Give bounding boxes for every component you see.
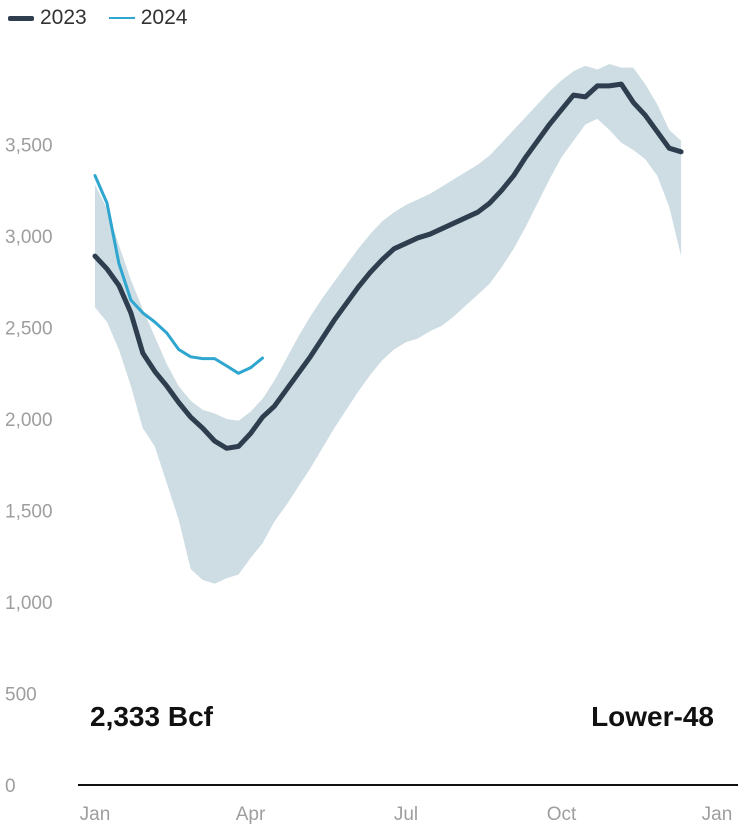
y-tick-label: 2,500 xyxy=(5,319,53,340)
y-tick-label: 3,500 xyxy=(5,136,53,157)
legend-swatch-2024 xyxy=(108,17,135,19)
legend-item-2024: 2024 xyxy=(108,6,188,30)
x-tick-label: Oct xyxy=(547,804,577,825)
x-tick-label: Apr xyxy=(236,804,266,825)
y-tick-label: 1,000 xyxy=(5,593,53,614)
series-line-2024 xyxy=(93,174,264,375)
y-tick-label: 3,000 xyxy=(5,227,53,248)
legend-label-2024: 2024 xyxy=(140,6,188,29)
chart-legend: 2023 2024 xyxy=(8,6,187,30)
x-tick-label: Jul xyxy=(394,804,418,825)
legend-item-2023: 2023 xyxy=(8,6,87,30)
y-tick-label: 0 xyxy=(5,776,16,797)
y-tick-label: 2,000 xyxy=(5,410,53,431)
region-label: Lower-48 xyxy=(591,701,714,732)
legend-label-2023: 2023 xyxy=(40,6,87,29)
series-line-2023 xyxy=(92,81,684,451)
x-tick-label: Jan xyxy=(702,804,733,825)
x-tick-label: Jan xyxy=(80,804,111,825)
five-year-range-band xyxy=(95,64,682,584)
y-tick-label: 1,500 xyxy=(5,502,53,523)
storage-value-label: 2,333 Bcf xyxy=(90,701,214,732)
y-tick-label: 500 xyxy=(5,685,37,706)
legend-swatch-2023 xyxy=(8,15,34,21)
